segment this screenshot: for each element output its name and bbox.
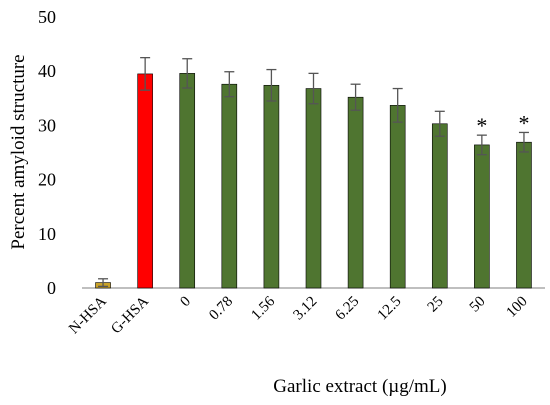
x-tick-label: 6.25 bbox=[333, 294, 363, 324]
y-tick-label: 50 bbox=[38, 7, 56, 27]
x-tick-label: 25 bbox=[425, 294, 447, 316]
bar bbox=[347, 96, 364, 289]
y-tick-label: 40 bbox=[38, 61, 56, 81]
y-tick-label: 10 bbox=[38, 224, 56, 244]
x-tick-label: N-HSA bbox=[66, 293, 110, 337]
bar bbox=[305, 88, 322, 289]
bar bbox=[263, 84, 280, 289]
x-axis-label: Garlic extract (µg/mL) bbox=[273, 376, 446, 397]
bar bbox=[389, 105, 406, 289]
x-tick-label: 100 bbox=[504, 294, 531, 321]
x-tick-label: 0.78 bbox=[206, 294, 236, 324]
bar bbox=[137, 73, 153, 289]
bar bbox=[179, 73, 196, 289]
significance-marker: * bbox=[476, 113, 487, 138]
y-tick-label: 20 bbox=[38, 170, 56, 190]
y-tick-label: 0 bbox=[47, 278, 56, 298]
bar bbox=[431, 123, 448, 289]
x-tick-label: 3.12 bbox=[290, 294, 320, 324]
x-tick-label: 12.5 bbox=[375, 294, 405, 324]
bars: * * bbox=[95, 57, 532, 289]
bar bbox=[474, 144, 490, 289]
x-tick-label: 0 bbox=[177, 294, 194, 311]
bar bbox=[516, 141, 532, 289]
x-tick-label: 1.56 bbox=[248, 293, 278, 323]
y-axis-label: Percent amyloid structure bbox=[8, 54, 29, 249]
significance-marker: * bbox=[518, 110, 529, 135]
x-tick-label: 50 bbox=[467, 294, 489, 316]
y-tick-label: 30 bbox=[38, 115, 56, 135]
bar bbox=[221, 83, 238, 289]
x-tick-label: G-HSA bbox=[108, 293, 152, 337]
y-axis-ticks: 0 10 20 30 40 50 bbox=[38, 7, 56, 298]
